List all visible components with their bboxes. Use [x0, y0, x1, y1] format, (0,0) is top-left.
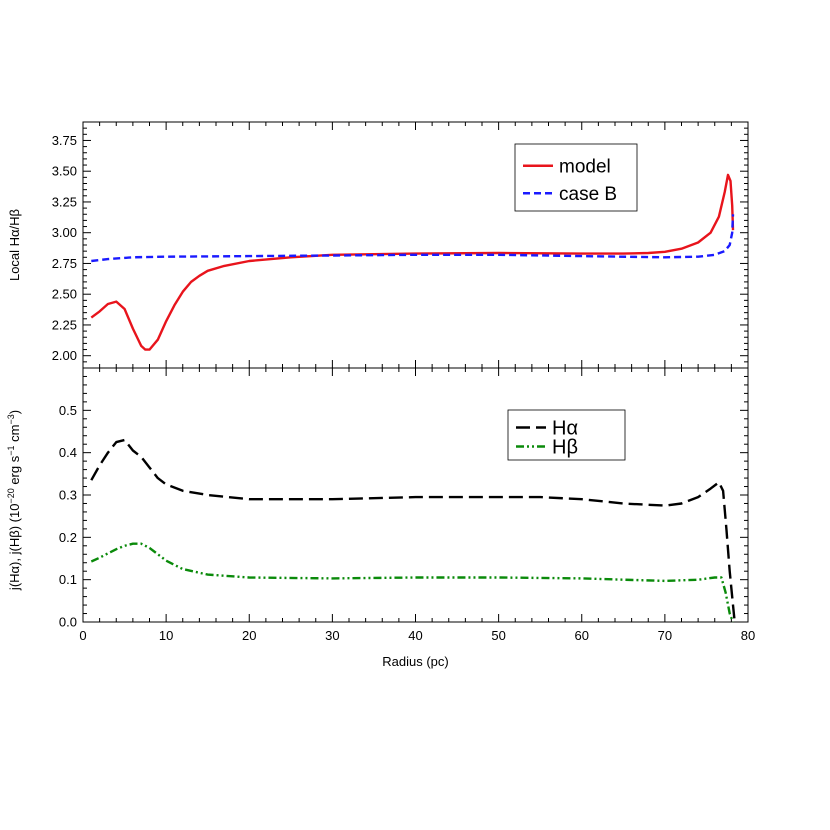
- y-tick-label: 2.50: [52, 287, 77, 302]
- y-axis-label-superscript: −3: [6, 414, 16, 424]
- y-tick-label: 2.00: [52, 348, 77, 363]
- legend-box: [514, 143, 638, 212]
- y-tick-label: 2.75: [52, 256, 77, 271]
- y-tick-label: 0.2: [59, 530, 77, 545]
- series-line-case-b: [91, 214, 735, 263]
- x-tick-label: 10: [159, 628, 173, 643]
- y-axis-label-part: ): [7, 410, 22, 414]
- x-tick-label: 40: [408, 628, 422, 643]
- legend-box: [507, 409, 626, 461]
- y-tick-label: 0.4: [59, 445, 77, 460]
- plot-frame-2: [82, 367, 749, 623]
- legend-label: case B: [559, 184, 617, 205]
- series-line-hβ: [90, 542, 735, 623]
- y-tick-label: 3.25: [52, 194, 77, 209]
- y-tick-label: 3.75: [52, 133, 77, 148]
- y-tick-label: 3.00: [52, 225, 77, 240]
- x-axis-label: Radius (pc): [382, 654, 448, 669]
- x-tick-label: 60: [575, 628, 589, 643]
- series-line-hα: [90, 438, 736, 623]
- y-tick-label: 0.0: [59, 615, 77, 630]
- y-tick-label: 0.1: [59, 572, 77, 587]
- y-tick-label: 0.5: [59, 403, 77, 418]
- y-tick-label: 3.50: [52, 164, 77, 179]
- x-tick-label: 30: [325, 628, 339, 643]
- x-tick-label: 70: [658, 628, 672, 643]
- y-axis-label-part: cm: [7, 425, 22, 446]
- x-tick-label: 50: [491, 628, 505, 643]
- x-tick-label: 20: [242, 628, 256, 643]
- plot-frame-1: [82, 121, 749, 369]
- y-tick-label: 0.3: [59, 488, 77, 503]
- y-axis-label-superscript: −1: [6, 446, 16, 456]
- x-tick-label: 0: [79, 628, 86, 643]
- legend-label: Hα: [552, 418, 578, 440]
- legend-label: Hβ: [552, 437, 578, 459]
- y-axis-label: j(Hα), j(Hβ) (10−20 erg s−1 cm−3): [6, 410, 22, 591]
- y-axis-label-superscript: −20: [6, 488, 16, 503]
- legend-label: model: [559, 156, 611, 177]
- x-tick-label: 80: [741, 628, 755, 643]
- series-line-model: [90, 173, 735, 351]
- y-axis-label: Local Hα/Hβ: [7, 209, 22, 281]
- y-axis-label-part: j(Hα), j(Hβ) (10: [7, 504, 22, 592]
- y-axis-label-part: erg s: [7, 455, 22, 488]
- y-tick-label: 2.25: [52, 317, 77, 332]
